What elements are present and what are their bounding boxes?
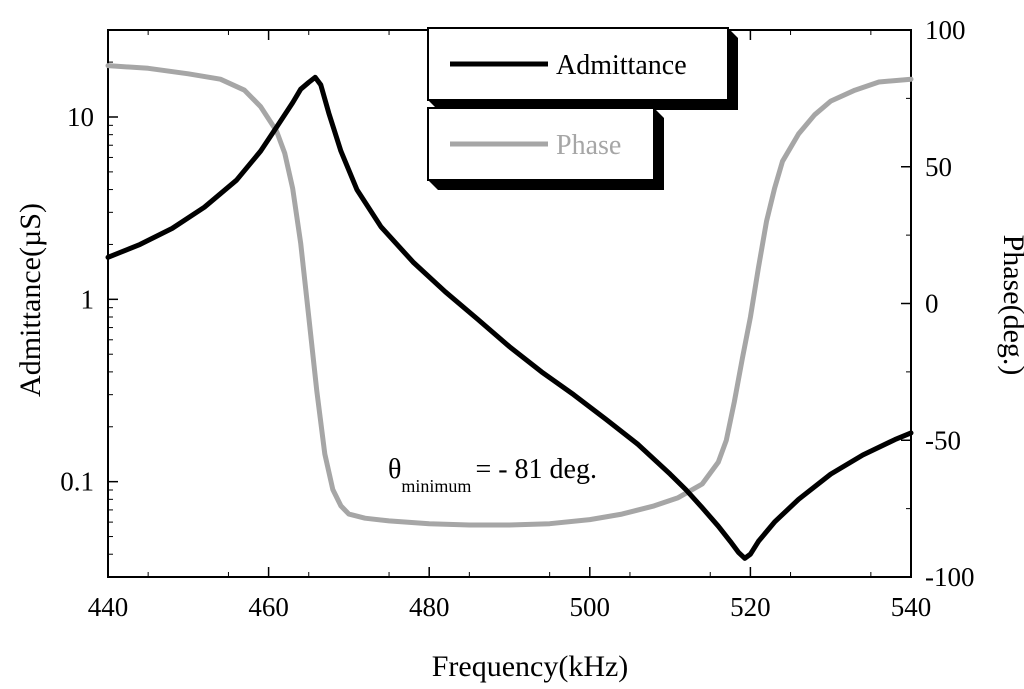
y-tick-label: 1 [81, 284, 95, 314]
admittance-line [105, 74, 914, 561]
x-tick-label: 440 [88, 592, 129, 622]
theta-subscript: minimum [401, 476, 471, 496]
x-tick-label: 480 [409, 592, 450, 622]
y2-tick-label: -100 [925, 562, 975, 592]
x-axis-title: Frequency(kHz) [432, 650, 629, 683]
legend-phase-label: Phase [556, 130, 621, 161]
y2-axis-title: Phase(deg.) [997, 235, 1024, 376]
y2-tick-label: 0 [925, 289, 939, 319]
theta-symbol: θ [388, 454, 401, 485]
legend-admittance-label: Admittance [556, 50, 687, 81]
legend: Admittance Phase [427, 27, 738, 190]
theta-value: = - 81 deg. [475, 454, 597, 485]
tick-labels: 440 460 480 500 520 540 0.1 1 10 -100 -50 0 50 100 [60, 15, 974, 622]
x-tick-label: 520 [730, 592, 771, 622]
y2-tick-label: 50 [925, 152, 952, 182]
x-tick-label: 460 [248, 592, 289, 622]
minimum-phase-annotation: θminimum= - 81 deg. [388, 454, 597, 496]
y2-tick-label: -50 [925, 425, 961, 455]
y2-tick-label: 100 [925, 15, 966, 45]
series-lines [105, 63, 914, 561]
phase-line [105, 63, 914, 528]
y-axis-title: Admittance(µS) [14, 203, 47, 397]
x-tick-label: 540 [891, 592, 932, 622]
y-tick-label: 0.1 [60, 467, 94, 497]
y-tick-label: 10 [67, 102, 94, 132]
x-tick-label: 500 [570, 592, 611, 622]
